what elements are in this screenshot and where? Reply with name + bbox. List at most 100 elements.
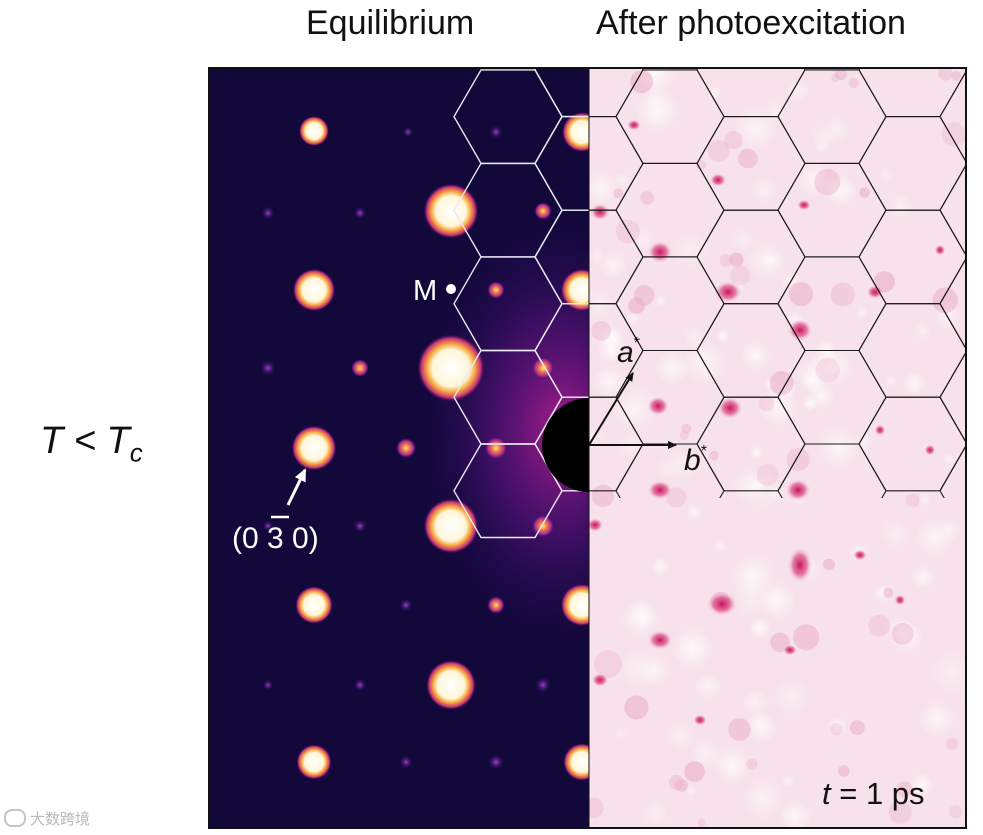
time-delay-value: = 1 ps: [831, 776, 925, 811]
noise-blob: [795, 161, 832, 199]
noise-speck: [830, 282, 855, 307]
noise-speck: [738, 148, 758, 169]
bragg-spot-faint: [402, 126, 414, 138]
bragg-spot-faint: [399, 755, 413, 769]
noise-blob: [814, 139, 831, 155]
noise-blob: [715, 327, 731, 343]
noise-blob: [942, 452, 956, 466]
temperature-condition-label: T < Tc: [40, 420, 143, 469]
bragg-spot-bright: [423, 183, 479, 239]
photoexcited-spot: [647, 630, 673, 650]
noise-speck: [707, 139, 730, 162]
noise-blob: [827, 715, 848, 737]
photoexcited-spot: [646, 396, 670, 416]
photoexcited-spot: [924, 444, 936, 456]
noise-speck: [868, 614, 891, 637]
photoexcited-spot: [783, 644, 797, 656]
noise-blob: [740, 777, 785, 822]
noise-speck: [786, 448, 810, 472]
photoexcited-brillouin-zone-grid: [589, 68, 966, 498]
bragg-spot-medium: [350, 358, 370, 378]
brillouin-zone-hexagon: [939, 257, 966, 350]
bragg-spot-faint: [489, 125, 503, 139]
noise-speck: [730, 265, 750, 286]
photoexcited-spot: [591, 673, 609, 687]
noise-speck: [681, 423, 692, 434]
noise-blob: [653, 349, 691, 387]
photoexcited-spot: [853, 549, 867, 561]
bragg-spot-bright: [417, 334, 485, 402]
noise-speck: [888, 800, 912, 824]
noise-blob: [634, 86, 681, 133]
noise-blob: [917, 492, 933, 507]
axis-b-letter: b: [684, 444, 701, 477]
bragg-spot-faint: [534, 676, 552, 694]
noise-blob: [872, 583, 892, 603]
noise-blob: [589, 169, 620, 207]
noise-blob: [693, 672, 723, 701]
noise-speck: [630, 70, 654, 94]
bragg-spot-faint: [261, 206, 275, 220]
noise-speck: [932, 287, 958, 314]
noise-blob: [779, 269, 804, 294]
bragg-spot-bright: [291, 425, 337, 471]
bragg-spot-bright: [560, 268, 589, 312]
photoexcited-spot: [714, 280, 742, 304]
noise-speck: [684, 761, 705, 782]
bragg-spot-medium: [484, 436, 508, 460]
brillouin-zone-hexagon: [534, 303, 589, 398]
photoexcited-spot: [647, 240, 673, 264]
photoexcited-noise-texture: [589, 68, 966, 828]
noise-blob: [747, 615, 773, 640]
bragg-spot-medium: [531, 514, 555, 538]
noise-speck: [848, 77, 860, 89]
watermark: 大数跨境: [4, 808, 90, 829]
noise-blob: [937, 518, 962, 543]
noise-blob: [749, 175, 779, 205]
photoexcited-intensity-spots: [589, 119, 946, 726]
noise-blob: [879, 518, 911, 550]
noise-blob: [650, 556, 671, 577]
miller-index-close: 0): [284, 522, 319, 555]
noise-speck: [788, 282, 814, 307]
noise-speck: [834, 68, 847, 81]
noise-speck: [594, 650, 622, 678]
watermark-logo-icon: [4, 809, 26, 827]
photoexcited-spot: [785, 478, 811, 502]
bragg-spot-medium: [533, 201, 553, 221]
noise-blob: [750, 478, 764, 492]
bragg-spot-bright: [299, 116, 329, 146]
m-point-label: M: [413, 275, 437, 307]
photoexcited-spot: [590, 203, 610, 221]
photoexcited-spot: [717, 396, 743, 420]
noise-blob: [888, 193, 913, 219]
photoexcited-spot: [627, 119, 641, 131]
reciprocal-axis-a-arrow: [588, 372, 634, 446]
noise-speck: [669, 774, 685, 791]
noise-speck: [896, 781, 913, 798]
beam-stop: [542, 398, 589, 492]
photoexcited-spot: [589, 518, 604, 532]
noise-blob: [729, 226, 756, 253]
noise-blob: [712, 746, 753, 786]
axis-b-star: *: [701, 443, 707, 460]
bragg-spot-faint: [259, 359, 277, 377]
noise-speck: [628, 297, 645, 314]
noise-blob: [598, 250, 628, 280]
bragg-spot-faint: [262, 679, 274, 691]
axis-a-star: *: [634, 335, 640, 352]
equilibrium-brillouin-zone-grid: [453, 68, 589, 539]
photoexcited-spot: [866, 285, 884, 299]
noise-blob: [816, 424, 861, 470]
noise-blob: [685, 785, 698, 798]
noise-speck: [769, 371, 794, 395]
photoexcited-spot: [787, 318, 813, 342]
noise-blob: [744, 240, 786, 282]
noise-speck: [838, 765, 850, 777]
noise-blob: [639, 654, 672, 687]
photoexcited-spot: [874, 424, 886, 436]
noise-speck: [883, 587, 894, 598]
noise-speck: [758, 395, 775, 412]
temperature-condition-text: T < T: [40, 420, 130, 462]
